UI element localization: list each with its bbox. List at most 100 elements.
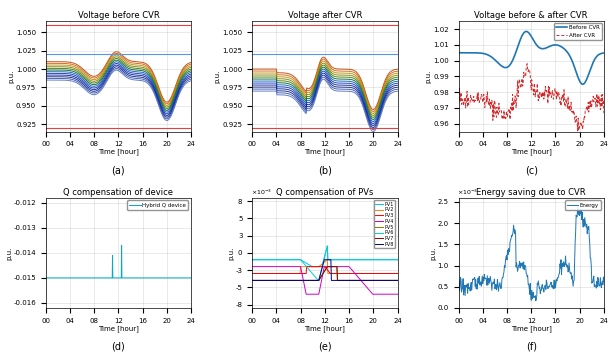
PV5 xyxy=(248,278,256,282)
Legend: Before CVR, After CVR: Before CVR, After CVR xyxy=(554,23,602,40)
PV1 xyxy=(320,259,327,263)
PV4 xyxy=(364,286,371,290)
PV8 xyxy=(248,278,256,282)
Energy xyxy=(532,299,539,303)
Hybrid Q device xyxy=(177,276,184,280)
Y-axis label: p.u.: p.u. xyxy=(6,246,12,259)
PV2 xyxy=(297,264,304,269)
PV8 xyxy=(255,278,262,282)
PV8 xyxy=(319,263,326,268)
Line: PV4: PV4 xyxy=(252,267,398,294)
Y-axis label: p.u.: p.u. xyxy=(430,246,436,259)
PV7 xyxy=(270,278,278,282)
PV1 xyxy=(248,258,256,262)
Before CVR xyxy=(523,29,530,34)
PV5 xyxy=(250,278,257,282)
PV1 xyxy=(309,264,316,269)
PV3 xyxy=(255,272,262,276)
Before CVR xyxy=(579,82,586,86)
PV8 xyxy=(364,278,371,282)
PV4 xyxy=(255,264,262,269)
PV7 xyxy=(248,278,256,282)
Hybrid Q device xyxy=(149,276,156,280)
PV4 xyxy=(270,264,278,269)
After CVR xyxy=(455,96,462,100)
PV4 xyxy=(297,264,304,269)
Energy xyxy=(456,285,464,289)
After CVR xyxy=(456,99,464,103)
PV3 xyxy=(248,272,256,276)
After CVR xyxy=(461,95,468,99)
PV2 xyxy=(270,272,278,276)
Title: Voltage before CVR: Voltage before CVR xyxy=(77,11,159,21)
After CVR xyxy=(523,62,531,66)
PV3 xyxy=(250,272,257,276)
PV1 xyxy=(394,258,401,262)
Text: $\times10^{-3}$: $\times10^{-3}$ xyxy=(251,187,272,196)
After CVR xyxy=(476,97,484,101)
Line: Hybrid Q device: Hybrid Q device xyxy=(46,245,191,278)
Line: Energy: Energy xyxy=(459,205,604,301)
Energy xyxy=(570,279,577,283)
Title: Voltage after CVR: Voltage after CVR xyxy=(288,11,362,21)
Energy xyxy=(574,203,581,207)
PV3 xyxy=(320,264,327,269)
Energy xyxy=(503,258,511,262)
PV7 xyxy=(255,278,262,282)
PV5 xyxy=(255,278,262,282)
PV6 xyxy=(270,258,278,262)
PV3 xyxy=(303,264,310,269)
Hybrid Q device xyxy=(187,276,195,280)
X-axis label: Time [hour]: Time [hour] xyxy=(98,325,139,332)
PV1 xyxy=(270,258,278,262)
PV8 xyxy=(297,278,304,282)
PV7 xyxy=(250,278,257,282)
PV3 xyxy=(394,272,401,276)
Before CVR xyxy=(461,51,468,55)
Text: (e): (e) xyxy=(318,342,332,352)
Line: PV5: PV5 xyxy=(252,267,398,280)
Text: $\times10^{-3}$: $\times10^{-3}$ xyxy=(457,187,478,196)
X-axis label: Time [hour]: Time [hour] xyxy=(304,149,345,155)
Hybrid Q device xyxy=(118,243,125,247)
Y-axis label: p.u.: p.u. xyxy=(215,70,221,83)
Hybrid Q device xyxy=(42,276,49,280)
PV6 xyxy=(364,258,371,262)
Text: (b): (b) xyxy=(318,165,332,176)
Text: (a): (a) xyxy=(112,165,125,176)
PV1 xyxy=(255,258,262,262)
PV2 xyxy=(250,272,257,276)
PV5 xyxy=(319,272,326,276)
PV5 xyxy=(324,264,331,269)
Hybrid Q device xyxy=(101,276,108,280)
Legend: PV1, PV2, PV3, PV4, PV5, PV6, PV7, PV8: PV1, PV2, PV3, PV4, PV5, PV6, PV7, PV8 xyxy=(374,200,395,248)
Before CVR xyxy=(456,51,464,55)
Line: PV3: PV3 xyxy=(252,267,398,274)
PV1 xyxy=(324,244,331,248)
Hybrid Q device xyxy=(104,276,112,280)
Line: PV8: PV8 xyxy=(252,260,398,280)
Title: Energy saving due to CVR: Energy saving due to CVR xyxy=(476,188,586,197)
PV6 xyxy=(320,260,327,264)
After CVR xyxy=(600,111,608,115)
PV7 xyxy=(324,264,331,269)
PV2 xyxy=(364,272,371,276)
PV4 xyxy=(303,292,310,296)
PV5 xyxy=(270,278,278,282)
X-axis label: Time [hour]: Time [hour] xyxy=(511,325,551,332)
PV5 xyxy=(364,278,371,282)
Text: (d): (d) xyxy=(112,342,125,352)
PV7 xyxy=(319,272,326,276)
PV4 xyxy=(320,269,327,274)
Line: PV6: PV6 xyxy=(252,246,398,280)
PV2 xyxy=(324,258,331,262)
Line: PV1: PV1 xyxy=(252,246,398,267)
Line: PV7: PV7 xyxy=(252,267,398,280)
PV1 xyxy=(364,258,371,262)
After CVR xyxy=(570,108,577,113)
PV6 xyxy=(250,258,257,262)
After CVR xyxy=(503,114,511,119)
PV3 xyxy=(364,272,371,276)
X-axis label: Time [hour]: Time [hour] xyxy=(304,325,345,332)
Hybrid Q device xyxy=(102,276,110,280)
